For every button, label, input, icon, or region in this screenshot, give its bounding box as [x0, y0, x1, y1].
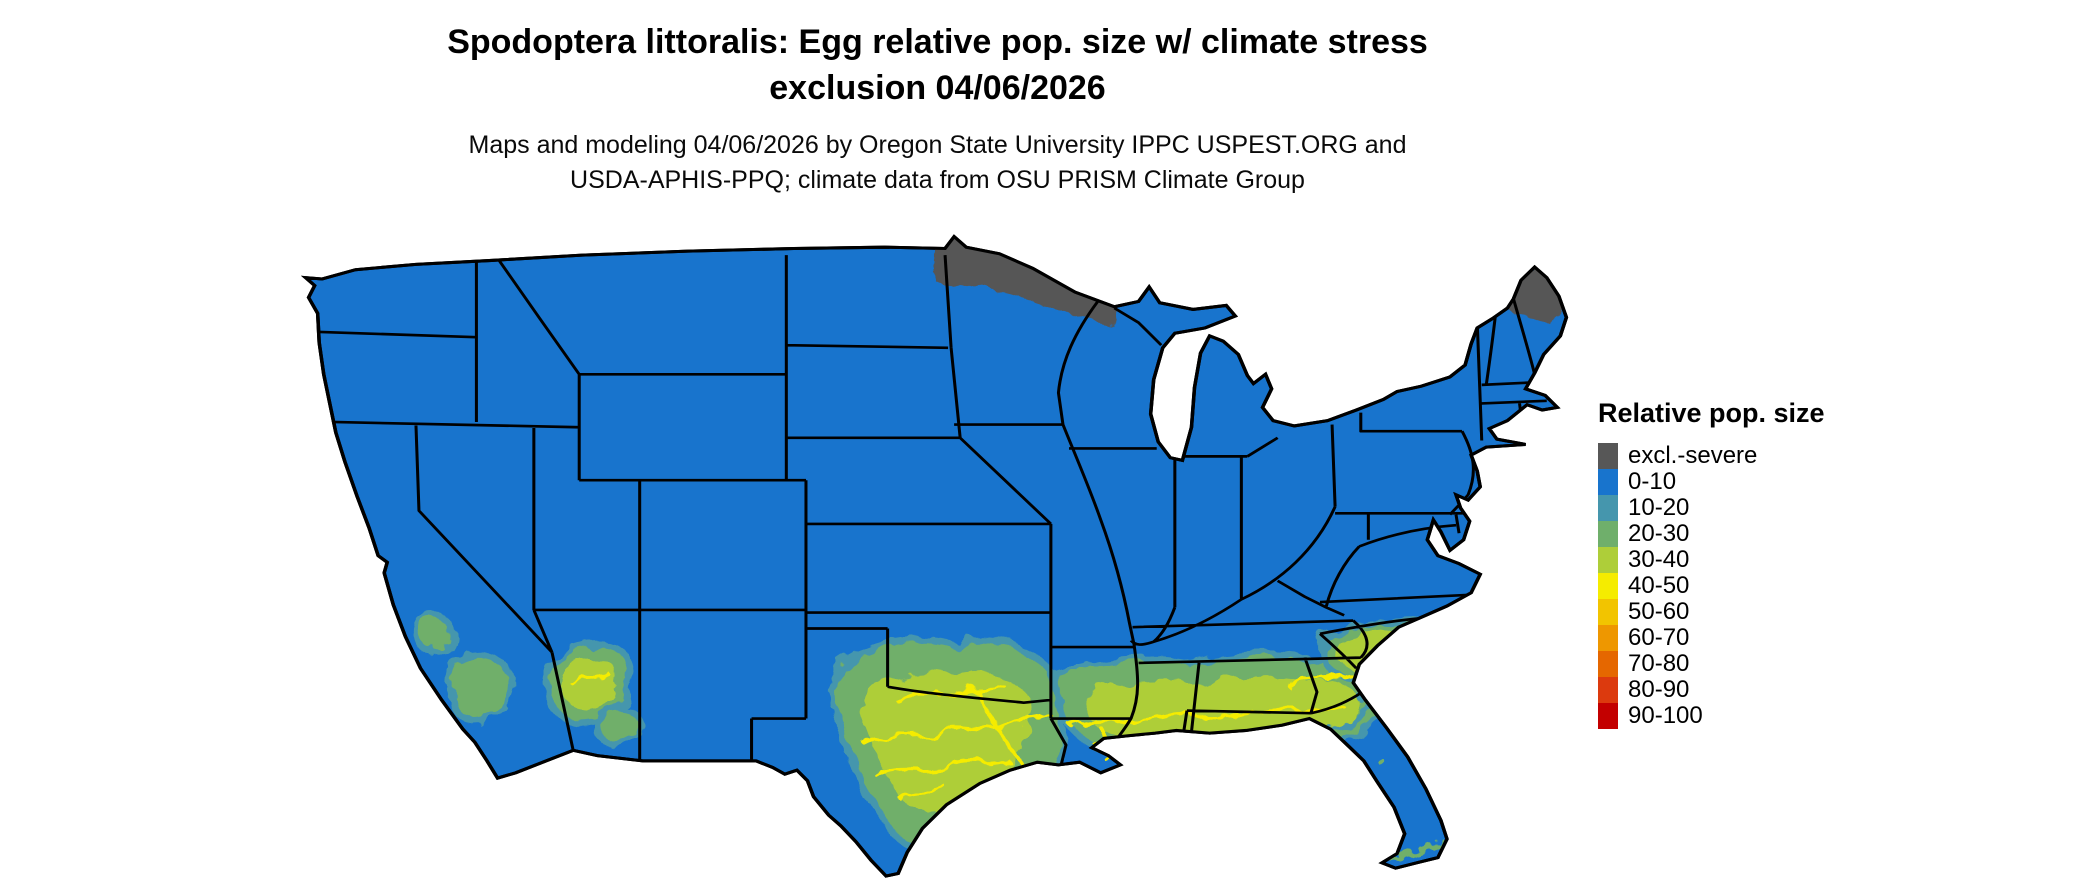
legend-item: 90-100: [1598, 703, 1825, 729]
legend-label: 70-80: [1628, 650, 1690, 677]
legend-swatch: [1598, 703, 1618, 729]
legend-label: 60-70: [1628, 624, 1690, 651]
legend-item: 20-30: [1598, 521, 1825, 547]
legend-item: excl.-severe: [1598, 443, 1825, 469]
legend-title: Relative pop. size: [1598, 398, 1825, 428]
legend-item: 50-60: [1598, 599, 1825, 625]
legend-label: 50-60: [1628, 598, 1690, 625]
legend-item: 40-50: [1598, 573, 1825, 599]
map-title: Spodoptera littoralis: Egg relative pop.…: [0, 20, 1875, 112]
legend-item: 10-20: [1598, 495, 1825, 521]
legend-label: excl.-severe: [1628, 442, 1758, 469]
us-choropleth-map: [295, 226, 1580, 888]
legend-swatch: [1598, 625, 1618, 651]
vein-texas-3: [894, 683, 1005, 702]
legend-swatch: [1598, 443, 1618, 469]
vein-texas-2: [876, 756, 1008, 779]
legend-swatch: [1598, 573, 1618, 599]
legend-swatch: [1598, 547, 1618, 573]
map-header: Spodoptera littoralis: Egg relative pop.…: [0, 20, 1875, 198]
legend-label: 30-40: [1628, 546, 1690, 573]
legend-swatch: [1598, 495, 1618, 521]
legend-swatch: [1598, 599, 1618, 625]
legend-swatch: [1598, 521, 1618, 547]
vein-texas-1: [861, 714, 1053, 745]
state-borders: [319, 255, 1547, 764]
legend-swatch: [1598, 651, 1618, 677]
legend-item: 30-40: [1598, 547, 1825, 573]
exclusion-zone-minnesota: [935, 236, 1121, 324]
speck-california-island-2: [425, 694, 432, 700]
map-subtitle-line1: Maps and modeling 04/06/2026 by Oregon S…: [468, 130, 1407, 159]
blob-california-inland: [446, 651, 515, 725]
core-arizona: [561, 659, 618, 709]
legend-label: 80-90: [1628, 676, 1690, 703]
map-legend: Relative pop. size excl.-severe 0-10 10-20…: [1598, 398, 1825, 729]
map-subtitle-line2: USDA-APHIS-PPQ; climate data from OSU PR…: [570, 165, 1305, 194]
map-title-line2: exclusion 04/06/2026: [769, 68, 1106, 107]
legend-item: 80-90: [1598, 677, 1825, 703]
legend-item: 60-70: [1598, 625, 1825, 651]
speck-california-island: [412, 675, 420, 683]
legend-label: 40-50: [1628, 572, 1690, 599]
map-title-line1: Spodoptera littoralis: Egg relative pop.…: [447, 23, 1428, 61]
vein-arizona: [571, 674, 613, 686]
state-border-lines: [319, 255, 1547, 764]
legend-swatch: [1598, 677, 1618, 703]
legend-swatch: [1598, 469, 1618, 495]
legend-label: 0-10: [1628, 468, 1677, 495]
vein-texas-south: [897, 785, 948, 800]
legend-label: 10-20: [1628, 494, 1690, 521]
blob-california-coast: [412, 612, 455, 656]
map-subtitle: Maps and modeling 04/06/2026 by Oregon S…: [0, 128, 1875, 198]
legend-item: 70-80: [1598, 651, 1825, 677]
legend-label: 90-100: [1628, 702, 1703, 729]
us-map-svg: [303, 234, 1569, 878]
speck-florida-peninsula: [1376, 757, 1385, 765]
florida-keys-green: [1385, 838, 1445, 864]
vein-gulf-1: [1070, 703, 1344, 729]
blob-arizona-south: [593, 704, 644, 749]
legend-item: 0-10: [1598, 469, 1825, 495]
legend-label: 20-30: [1628, 520, 1690, 547]
legend-items: excl.-severe 0-10 10-20 20-30 30-40 40-50 50-6…: [1598, 443, 1825, 729]
